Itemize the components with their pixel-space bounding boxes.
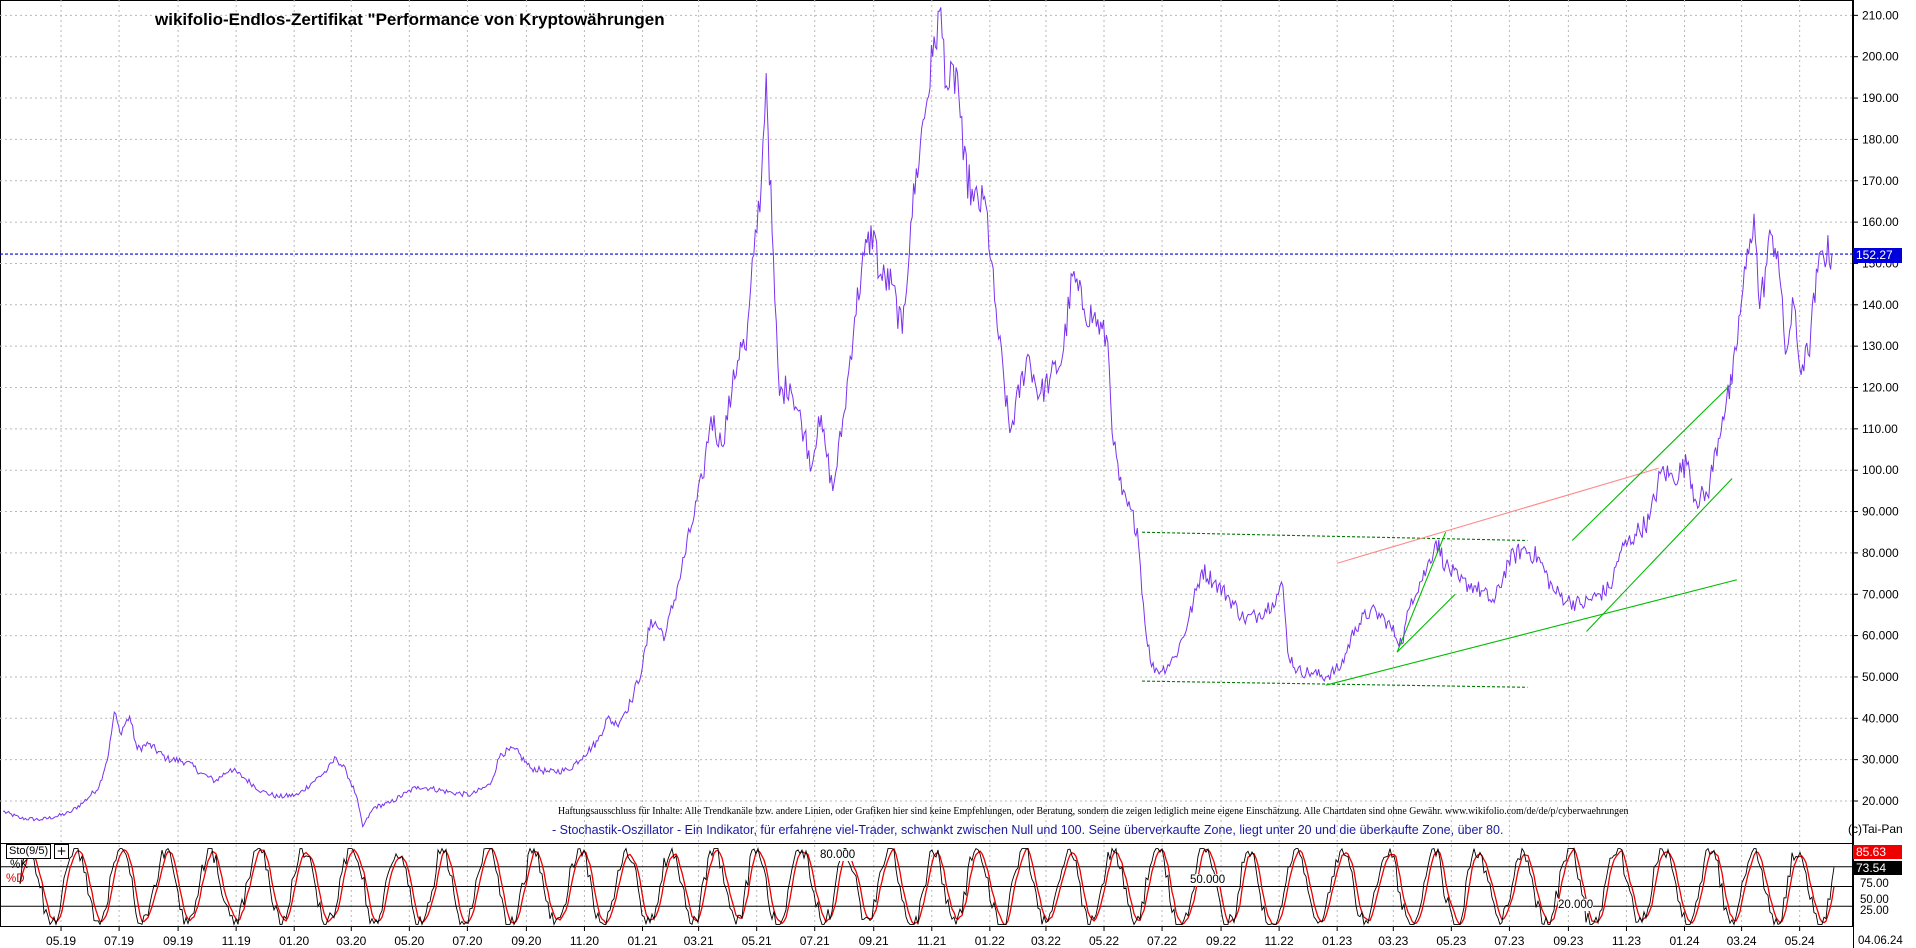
x-tick-label: 11.22	[1265, 934, 1294, 948]
add-indicator-button[interactable]: +	[54, 844, 69, 859]
sto-level-label: 20.000	[1558, 899, 1594, 911]
price-y-axis: 20.000 30.000 40.000 50.000 60.000 70.000 80.0…	[1853, 8, 1899, 808]
x-tick-label: 09.19	[163, 934, 193, 948]
x-tick-label: 11.19	[222, 934, 251, 948]
y-tick-label: 70.000	[1862, 587, 1899, 601]
indicator-name-box[interactable]: Sto(9/5)	[6, 844, 52, 859]
k-value-tag: 85.63	[1853, 845, 1902, 859]
y-tick-label: 30.000	[1862, 753, 1899, 767]
copyright-label: (c)Tai-Pan	[1848, 822, 1903, 836]
y-tick-label: 90.000	[1862, 505, 1899, 519]
x-tick-label: 03.24	[1727, 934, 1757, 948]
y-tick-label: 50.000	[1862, 670, 1899, 684]
x-tick-label: 03.20	[336, 934, 366, 948]
y-tick-label: 110.00	[1862, 422, 1898, 436]
y-tick-label: 210.00	[1862, 8, 1899, 22]
k-legend-label: %K	[10, 859, 28, 871]
d-line	[19, 847, 1835, 926]
y-tick-label: 180.00	[1862, 132, 1899, 146]
x-tick-label: 05.21	[742, 934, 772, 948]
sto-tick-label: 50.00	[1860, 894, 1889, 906]
end-date-label: 04.06.24	[1858, 935, 1903, 947]
y-tick-label: 40.000	[1862, 711, 1899, 725]
y-tick-label: 200.00	[1862, 50, 1899, 64]
x-tick-label: 03.21	[684, 934, 714, 948]
price-line	[2, 7, 1833, 828]
x-tick-label: 07.22	[1147, 934, 1177, 948]
x-tick-label: 01.24	[1669, 934, 1699, 948]
chart-title: wikifolio-Endlos-Zertifikat "Performance…	[155, 10, 665, 29]
price-series	[2, 7, 1833, 828]
y-tick-label: 190.00	[1862, 91, 1899, 105]
x-tick-label: 05.24	[1785, 934, 1815, 948]
x-tick-label: 11.23	[1612, 934, 1641, 948]
disclaimer-text: Haftungsausschluss für Inhalte: Alle Tre…	[558, 806, 1629, 817]
x-tick-label: 05.23	[1436, 934, 1466, 948]
sto-level-label: 50.000	[1190, 874, 1226, 886]
x-tick-label: 03.22	[1031, 934, 1061, 948]
current-price-tag: 152.27	[1853, 248, 1902, 263]
x-tick-label: 03.23	[1378, 934, 1408, 948]
stochastic-description: - Stochastik-Oszillator - Ein Indikator,…	[552, 823, 1504, 837]
x-tick-label: 07.21	[800, 934, 830, 948]
trend-line	[1337, 467, 1659, 564]
k-line	[19, 847, 1835, 927]
x-tick-label: 05.19	[46, 934, 76, 948]
sto-level-label: 80.000	[820, 849, 856, 861]
y-tick-label: 140.00	[1862, 298, 1899, 312]
x-tick-label: 11.21	[917, 934, 946, 948]
d-legend-label: %D	[6, 873, 25, 885]
y-tick-label: 160.00	[1862, 215, 1899, 229]
trend-line	[1396, 593, 1456, 653]
y-tick-label: 120.00	[1862, 381, 1899, 395]
trend-line	[1586, 478, 1733, 632]
x-tick-label: 01.20	[279, 934, 309, 948]
y-tick-label: 170.00	[1862, 174, 1899, 188]
trend-line	[1142, 680, 1528, 688]
x-tick-label: 09.22	[1206, 934, 1236, 948]
y-tick-label: 60.000	[1862, 629, 1899, 643]
x-tick-label: 09.23	[1553, 934, 1583, 948]
chart-grid	[0, 0, 1854, 948]
x-tick-label: 01.23	[1322, 934, 1352, 948]
x-tick-label: 01.22	[975, 934, 1005, 948]
plot-frame	[0, 0, 1853, 927]
trend-line	[1325, 579, 1737, 686]
x-tick-label: 05.22	[1089, 934, 1119, 948]
x-tick-label: 07.23	[1494, 934, 1524, 948]
d-value-tag: 73.54	[1853, 861, 1902, 875]
date-x-axis: 05.19 07.19 09.19 11.19 01.20 03.20 05.20 07.20…	[46, 926, 1815, 948]
sto-tick-label: 25.00	[1860, 905, 1889, 917]
x-tick-label: 05.20	[394, 934, 424, 948]
y-tick-label: 80.000	[1862, 546, 1899, 560]
stochastic-panel	[0, 847, 1853, 927]
x-tick-label: 11.20	[570, 934, 599, 948]
sto-tick-label: 75.00	[1860, 878, 1889, 890]
x-tick-label: 07.19	[104, 934, 134, 948]
y-tick-label: 20.000	[1862, 794, 1899, 808]
x-tick-label: 09.21	[859, 934, 889, 948]
x-tick-label: 01.21	[627, 934, 657, 948]
trend-line	[1142, 531, 1528, 542]
y-tick-label: 130.00	[1862, 339, 1899, 353]
y-tick-label: 100.00	[1862, 463, 1899, 477]
x-tick-label: 07.20	[452, 934, 482, 948]
trend-line	[1571, 382, 1733, 541]
x-tick-label: 09.20	[511, 934, 541, 948]
